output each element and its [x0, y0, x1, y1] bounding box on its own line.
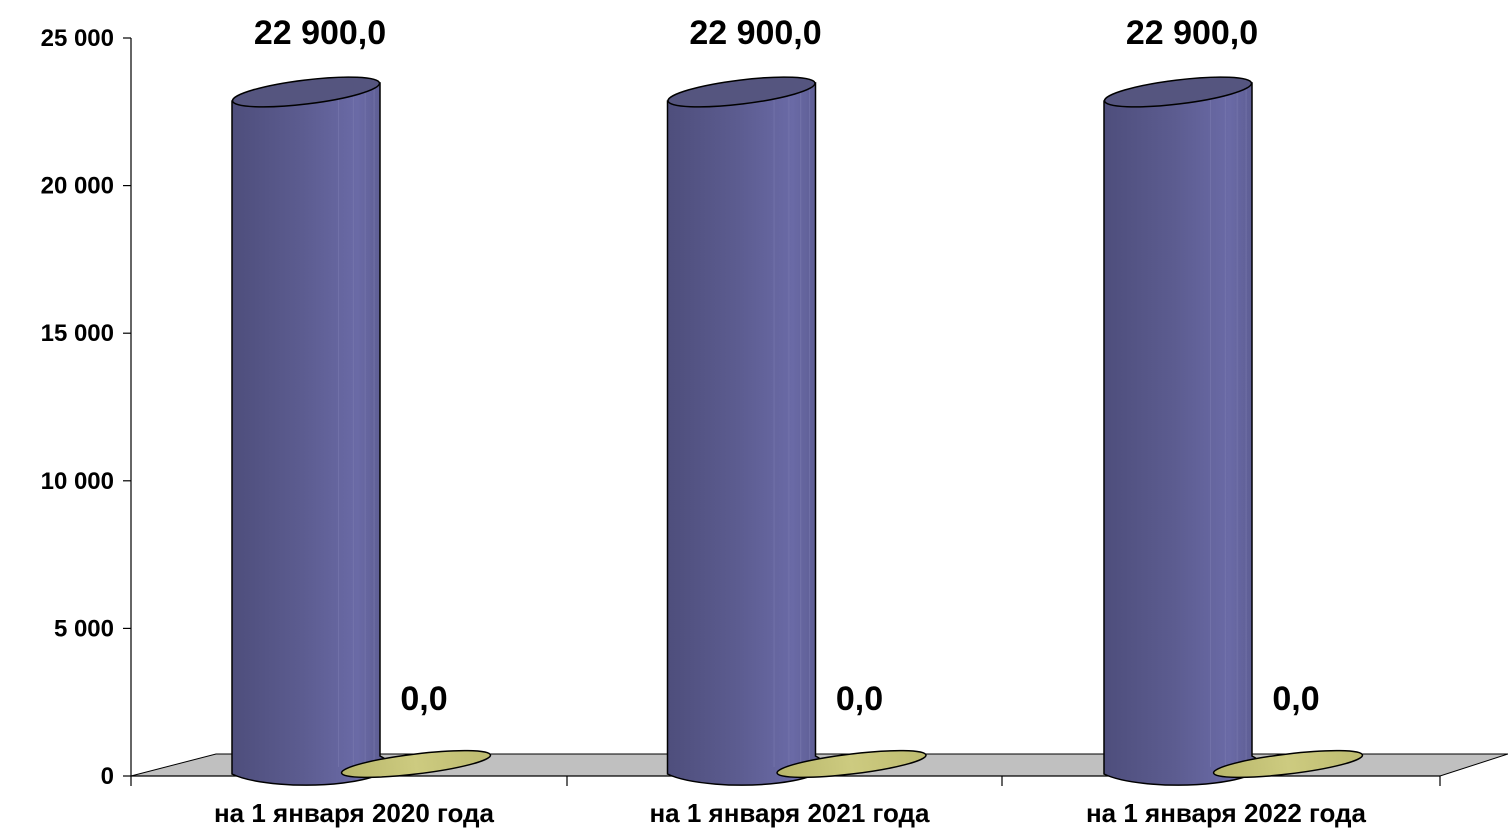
data-label: 0,0: [400, 680, 447, 718]
bar-series-2: [1212, 749, 1364, 779]
chart-bars-layer: [231, 76, 1364, 786]
bar-series-1: [1103, 76, 1262, 786]
x-category-label: на 1 января 2021 года: [649, 798, 930, 828]
chart-labels-layer: 22 900,0 0,0 22 900,0 0,0 22 900,0 0,0: [254, 14, 1320, 718]
bar-top: [231, 76, 381, 108]
data-label: 22 900,0: [254, 14, 386, 52]
y-tick-label: 25 000: [41, 25, 114, 52]
zero-disk: [1212, 749, 1364, 779]
bar-series-2: [340, 749, 492, 779]
x-category-label: на 1 января 2022 года: [1086, 798, 1367, 828]
y-tick-label: 15 000: [41, 320, 114, 347]
data-label: 22 900,0: [689, 14, 821, 52]
data-label: 0,0: [1272, 680, 1319, 718]
bar-series-2: [776, 749, 927, 779]
y-tick-label: 5 000: [54, 615, 114, 642]
bar-series-1: [231, 76, 390, 786]
y-tick-label: 0: [101, 763, 114, 790]
bar-series-1: [666, 76, 825, 786]
data-label: 0,0: [836, 680, 883, 718]
bar-top: [667, 76, 816, 108]
zero-disk: [340, 749, 492, 779]
data-label: 22 900,0: [1126, 14, 1258, 52]
y-tick-label: 10 000: [41, 468, 114, 495]
x-category-label: на 1 января 2020 года: [214, 798, 495, 828]
zero-disk: [776, 749, 927, 779]
y-tick-label: 20 000: [41, 173, 114, 200]
bar-top: [1103, 76, 1253, 108]
